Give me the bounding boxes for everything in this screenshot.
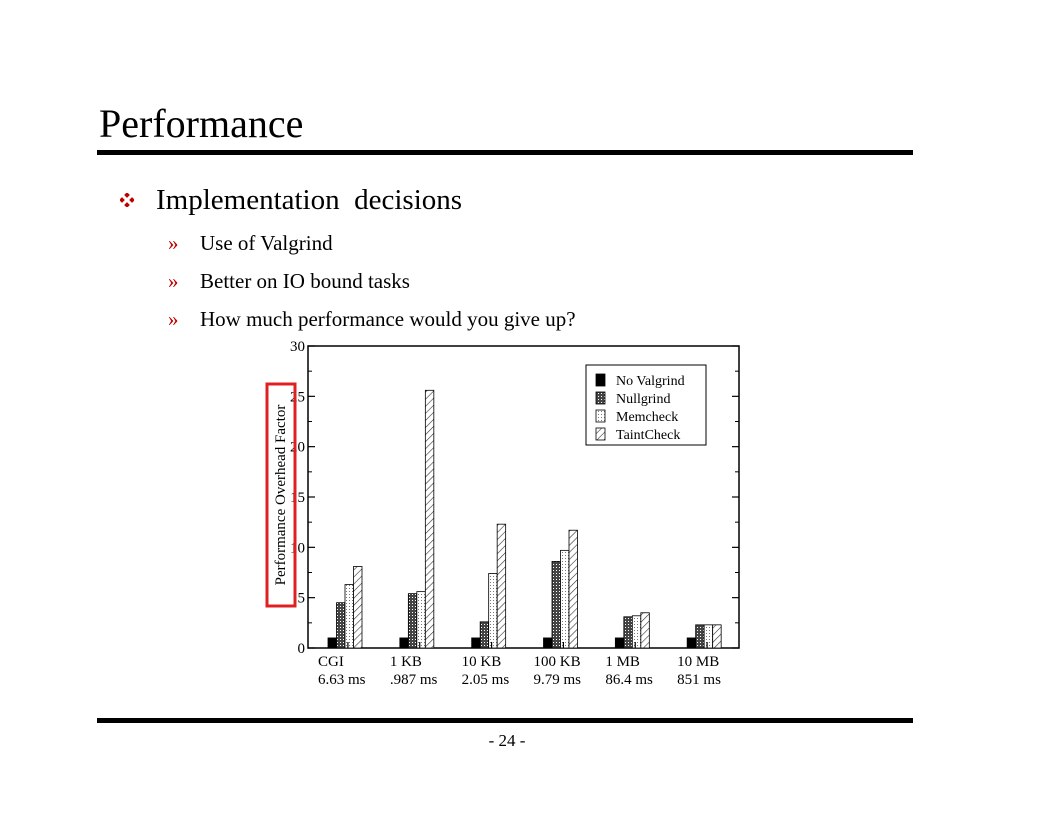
ylabel-highlight-box: [265, 382, 297, 608]
x-tick-sublabel: .987 ms: [390, 672, 438, 688]
sub-bullet-text: How much performance would you give up?: [200, 307, 576, 331]
y-tick-label: 0: [298, 641, 306, 657]
x-tick-sublabel: 2.05 ms: [462, 672, 510, 688]
x-tick-label: CGI: [318, 654, 344, 670]
bar: [471, 637, 481, 649]
y-tick-label: 30: [290, 339, 305, 355]
bar: [353, 566, 363, 649]
bar: [496, 523, 507, 649]
x-tick-sublabel: 6.63 ms: [318, 672, 366, 688]
bar: [399, 637, 409, 649]
bar: [424, 389, 435, 649]
bar: [695, 624, 705, 649]
bar: [416, 591, 426, 649]
footer-rule: [97, 718, 913, 723]
legend-swatch: [595, 409, 606, 423]
sub-bullet: » How much performance would you give up…: [168, 305, 576, 333]
bar: [344, 584, 354, 649]
legend-swatch: [595, 373, 606, 387]
x-tick-label: 10 MB: [677, 654, 719, 670]
x-tick-label: 10 KB: [462, 654, 502, 670]
x-tick-label: 1 MB: [605, 654, 640, 670]
main-bullet-text: Implementation decisions: [156, 184, 463, 216]
legend-box: [585, 364, 707, 446]
y-tick-label: 15: [290, 490, 305, 506]
bar: [631, 615, 642, 649]
sub-bullet-text: Use of Valgrind: [200, 231, 333, 255]
page-number: - 24 -: [488, 731, 526, 750]
y-tick-label: 10: [290, 540, 305, 556]
sub-bullet-marker: »: [168, 307, 179, 331]
bar: [551, 561, 561, 649]
y-tick-label: 20: [290, 440, 305, 456]
legend-label: No Valgrind: [616, 374, 685, 389]
title-rule: [97, 150, 913, 155]
diamond-bullet-icon: [120, 193, 134, 207]
bar: [640, 612, 650, 649]
legend-label: TaintCheck: [616, 428, 680, 443]
legend-label: Memcheck: [616, 410, 678, 425]
slide-title: Performance: [99, 101, 304, 146]
bar: [336, 602, 346, 649]
sub-bullet: » Better on IO bound tasks: [168, 267, 410, 295]
legend-label: Nullgrind: [616, 392, 670, 407]
bar: [560, 549, 570, 649]
bar: [479, 621, 490, 649]
bar: [623, 616, 633, 649]
bar: [614, 637, 625, 649]
sub-bullet-marker: »: [168, 269, 179, 293]
sub-bullet-text: Better on IO bound tasks: [200, 269, 410, 293]
x-tick-sublabel: 86.4 ms: [605, 672, 653, 688]
legend-swatch: [595, 427, 606, 441]
main-bullet: Implementation decisions: [120, 182, 462, 218]
x-tick-sublabel: 9.79 ms: [534, 672, 582, 688]
legend-swatch: [595, 391, 606, 405]
sub-bullet-marker: »: [168, 231, 179, 255]
bar: [488, 573, 498, 649]
y-axis-label: Performance Overhead Factor: [273, 405, 289, 586]
y-tick-label: 25: [290, 389, 305, 405]
bar: [327, 637, 337, 649]
x-tick-label: 100 KB: [534, 654, 581, 670]
bar: [686, 637, 697, 649]
x-tick-sublabel: 851 ms: [677, 672, 721, 688]
performance-bar-chart: 0 5 10 15 20 25 30 CGI 6.63 ms 1 KB .987 ms 10 KB 2…: [265, 339, 740, 688]
y-tick-label: 5: [298, 591, 306, 607]
bar: [407, 593, 418, 649]
bar: [568, 529, 578, 649]
x-tick-label: 1 KB: [390, 654, 422, 670]
bar: [703, 624, 714, 649]
sub-bullet: » Use of Valgrind: [168, 229, 333, 257]
bar: [543, 637, 553, 649]
bar: [712, 624, 722, 649]
